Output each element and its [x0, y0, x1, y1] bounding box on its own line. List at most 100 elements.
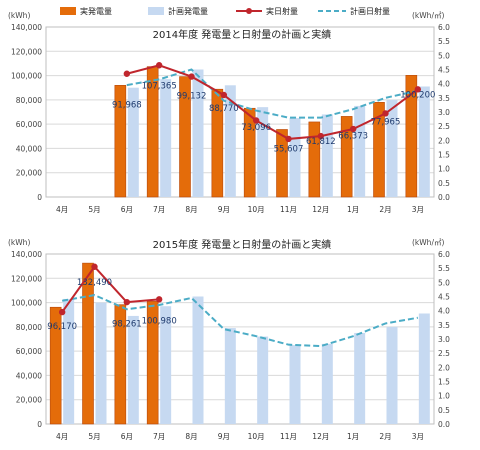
- point-actual-irradiation: [317, 132, 325, 140]
- bar-actual-generation: [49, 306, 62, 425]
- y-tick-label: 60,000: [16, 120, 42, 129]
- data-label: 98,261: [112, 320, 142, 330]
- y-axis-unit: (kWh): [8, 11, 30, 20]
- chart-title: 2015年度 発電量と日射量の計画と実績: [153, 238, 332, 251]
- x-tick-label: 8月: [185, 205, 197, 214]
- bar-actual-generation: [276, 129, 288, 198]
- data-label: 88,770: [209, 104, 239, 114]
- bar-actual-generation: [82, 262, 94, 425]
- x-tick-label: 3月: [412, 432, 424, 441]
- y-tick-label: 120,000: [11, 274, 42, 283]
- y2-tick-label: 2.0: [438, 363, 450, 372]
- point-actual-irradiation: [252, 117, 260, 124]
- data-label: 107,365: [142, 82, 177, 92]
- point-actual-irradiation: [155, 296, 163, 303]
- x-tick-label: 5月: [88, 205, 100, 214]
- y-tick-label: 80,000: [16, 323, 42, 332]
- chart-title: 2014年度 発電量と日射量の計画と実績: [153, 28, 332, 41]
- y-tick-label: 0: [37, 420, 42, 429]
- y-tick-label: 60,000: [16, 347, 42, 356]
- bar-actual-generation: [340, 116, 353, 198]
- y2-tick-label: 3.5: [438, 321, 450, 330]
- bar-plan-generation: [354, 332, 366, 424]
- bar-plan-generation: [224, 328, 236, 424]
- data-label: 100,200: [400, 90, 435, 100]
- x-tick-label: 4月: [56, 205, 68, 214]
- y-axis-unit: (kWh): [8, 238, 30, 247]
- x-tick-label: 8月: [185, 432, 197, 441]
- bar-plan-generation: [386, 326, 398, 424]
- data-label: 99,132: [177, 92, 207, 102]
- x-tick-label: 12月: [312, 205, 329, 214]
- x-tick-label: 9月: [218, 205, 230, 214]
- y-tick-label: 140,000: [11, 250, 42, 259]
- y-tick-label: 40,000: [16, 144, 42, 153]
- bar-plan-generation: [160, 79, 172, 197]
- bar-actual-generation: [146, 301, 159, 425]
- point-actual-irradiation: [91, 263, 98, 270]
- data-label: 100,980: [142, 316, 177, 326]
- point-actual-irradiation: [285, 135, 292, 143]
- x-tick-label: 9月: [218, 432, 230, 441]
- x-tick-label: 11月: [280, 205, 297, 214]
- y2-tick-label: 0.0: [438, 420, 450, 429]
- bar-actual-generation: [405, 75, 418, 198]
- point-actual-irradiation: [349, 125, 357, 133]
- y2-tick-label: 6.0: [438, 250, 450, 259]
- y2-tick-label: 3.5: [438, 94, 450, 103]
- y2-tick-label: 2.5: [438, 349, 450, 358]
- y2-tick-label: 1.5: [438, 378, 450, 387]
- plot-frame: [45, 253, 435, 425]
- point-actual-irradiation: [414, 86, 422, 93]
- y2-axis-unit: (kWh/㎡): [412, 238, 444, 247]
- y2-tick-label: 6.0: [438, 23, 450, 32]
- plot-frame: [45, 26, 435, 198]
- y-tick-label: 40,000: [16, 371, 42, 380]
- legend-label-actual-gen: 実発電量: [80, 6, 112, 16]
- data-label: 91,968: [112, 100, 142, 110]
- y2-tick-label: 4.0: [438, 80, 450, 89]
- bar-plan-generation: [289, 345, 301, 424]
- bar-plan-generation: [192, 296, 204, 424]
- x-tick-label: 2月: [379, 432, 391, 441]
- y2-tick-label: 2.0: [438, 136, 450, 145]
- y2-tick-label: 4.5: [438, 293, 450, 302]
- bar-plan-generation: [127, 87, 139, 197]
- bar-plan-generation: [257, 336, 269, 424]
- legend-swatch-plan-gen: [148, 7, 164, 15]
- bar-plan-generation: [289, 118, 301, 197]
- y2-tick-label: 5.5: [438, 37, 450, 46]
- chart-2014: (kWh) (kWh/㎡) 2014年度 発電量と日射量の計画と実績 0 20,0…: [8, 11, 450, 214]
- y2-tick-label: 0.5: [438, 179, 450, 188]
- y-tick-label: 140,000: [11, 23, 42, 32]
- data-label: 73,096: [241, 123, 271, 133]
- point-actual-irradiation: [58, 308, 66, 316]
- line-actual-irradiation: [126, 64, 419, 140]
- point-actual-irradiation: [220, 91, 228, 99]
- point-actual-irradiation: [123, 298, 131, 306]
- data-label: 96,170: [47, 322, 77, 332]
- bar-actual-generation: [308, 121, 321, 198]
- data-label: 55,607: [274, 144, 304, 154]
- legend-label-plan-irr: 計画日射量: [350, 6, 390, 16]
- bar-plan-generation: [418, 86, 430, 197]
- y-tick-label: 20,000: [16, 396, 42, 405]
- y2-tick-label: 4.5: [438, 66, 450, 75]
- bar-actual-generation: [114, 85, 127, 198]
- bar-plan-generation: [354, 105, 366, 197]
- y-tick-label: 100,000: [11, 299, 42, 308]
- x-tick-label: 10月: [248, 432, 265, 441]
- bar-plan-generation: [386, 99, 398, 197]
- x-tick-label: 11月: [280, 432, 297, 441]
- bar-plan-generation: [257, 107, 269, 197]
- legend: 実発電量 計画発電量 実日射量 計画日射量: [60, 6, 390, 16]
- x-tick-label: 6月: [121, 205, 133, 214]
- x-tick-label: 6月: [121, 432, 133, 441]
- bar-plan-generation: [95, 302, 107, 424]
- bar-actual-generation: [114, 304, 127, 425]
- y2-tick-label: 0.0: [438, 193, 450, 202]
- bar-plan-generation: [127, 315, 139, 424]
- bar-actual-generation: [179, 76, 191, 198]
- y2-tick-label: 3.0: [438, 108, 450, 117]
